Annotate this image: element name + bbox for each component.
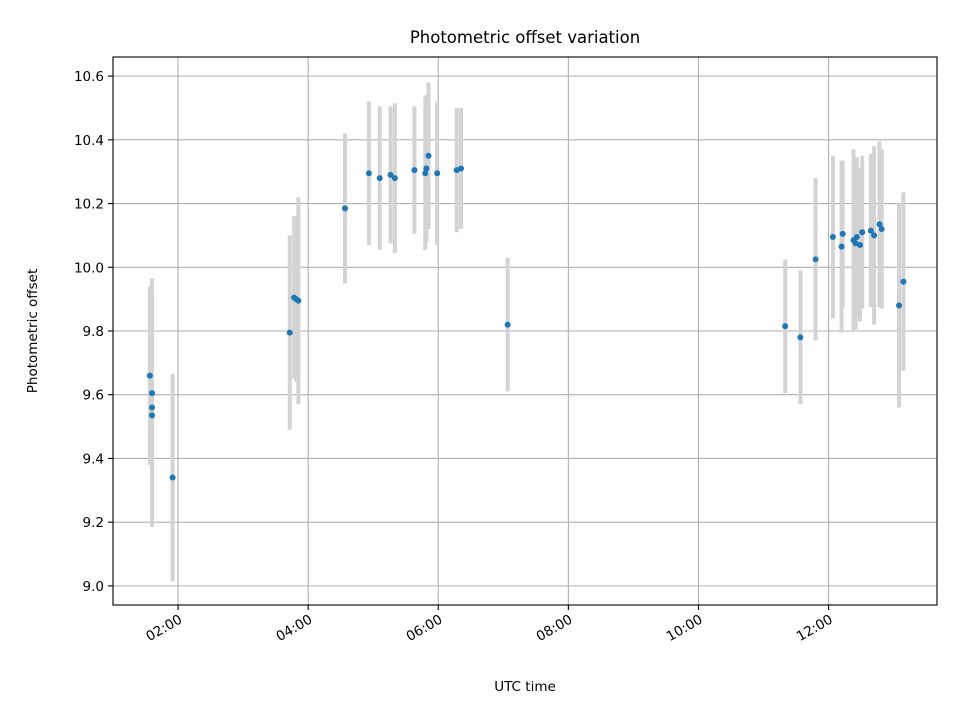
data-point xyxy=(876,221,883,228)
y-tick-label: 10.4 xyxy=(74,133,104,149)
data-point xyxy=(365,170,372,177)
data-point xyxy=(504,321,511,328)
data-point xyxy=(169,474,176,481)
y-tick-label: 9.0 xyxy=(83,579,104,595)
data-point xyxy=(423,165,430,172)
data-point xyxy=(149,404,156,411)
data-point xyxy=(376,175,383,182)
y-tick-label: 9.4 xyxy=(83,451,104,467)
data-point xyxy=(896,302,903,309)
data-point xyxy=(411,167,418,174)
data-point xyxy=(812,256,819,263)
data-point xyxy=(146,372,153,379)
y-tick-label: 9.2 xyxy=(83,515,104,531)
y-tick-label: 10.0 xyxy=(74,260,104,276)
data-point xyxy=(434,170,441,177)
data-point xyxy=(829,234,836,241)
data-point xyxy=(853,234,860,241)
data-point xyxy=(900,278,907,285)
x-axis-label: UTC time xyxy=(494,679,556,695)
data-point xyxy=(149,412,156,419)
y-tick-label: 9.8 xyxy=(83,324,104,340)
data-point xyxy=(425,152,432,159)
data-point xyxy=(878,226,885,233)
data-point xyxy=(149,390,156,397)
data-point xyxy=(797,334,804,341)
data-point xyxy=(342,205,349,212)
data-point xyxy=(295,297,302,304)
chart-title: Photometric offset variation xyxy=(410,28,640,47)
data-point xyxy=(871,232,878,239)
data-point xyxy=(286,329,293,336)
y-tick-label: 10.2 xyxy=(74,197,104,213)
data-point xyxy=(839,230,846,237)
data-point xyxy=(857,241,864,248)
data-point xyxy=(838,243,845,250)
y-tick-label: 9.6 xyxy=(83,388,104,404)
data-point xyxy=(391,175,398,182)
y-axis-label: Photometric offset xyxy=(25,269,41,393)
y-tick-label: 10.6 xyxy=(74,69,104,85)
data-points xyxy=(146,152,907,481)
data-point xyxy=(782,323,789,330)
data-point xyxy=(867,227,874,234)
y-axis: 9.0 9.2 9.4 9.6 9.8 10.0 10.2 10.4 10.6 xyxy=(74,69,113,595)
data-point xyxy=(859,229,866,236)
data-point xyxy=(458,165,465,172)
data-point xyxy=(422,170,429,177)
data-point xyxy=(387,171,394,178)
